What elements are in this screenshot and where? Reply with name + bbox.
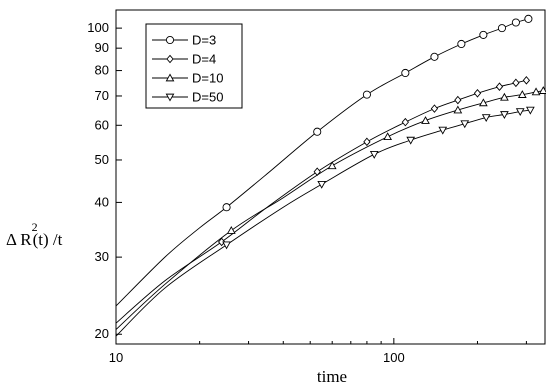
data-point bbox=[317, 180, 327, 189]
data-point bbox=[430, 52, 439, 61]
legend-label: D=4 bbox=[192, 52, 216, 67]
legend-item: D=10 bbox=[152, 71, 223, 86]
data-point bbox=[430, 104, 439, 113]
legend-box bbox=[145, 23, 243, 109]
x-axis-label: time bbox=[317, 367, 347, 386]
y-axis-label-pre: Δ R bbox=[6, 230, 32, 249]
data-point bbox=[517, 90, 527, 98]
series-d-3 bbox=[115, 14, 533, 307]
y-axis-label-post: (t) /t bbox=[33, 230, 63, 249]
data-point bbox=[363, 137, 371, 147]
y-tick-label: 20 bbox=[95, 326, 109, 341]
legend-label: D=10 bbox=[192, 71, 223, 86]
legend-items: D=3 D=4 D=10 D=50 bbox=[152, 33, 223, 105]
data-point bbox=[512, 78, 520, 88]
legend-item: D=3 bbox=[152, 33, 216, 48]
series-d-4 bbox=[115, 76, 531, 324]
data-point bbox=[511, 18, 520, 27]
y-tick-label: 80 bbox=[95, 63, 109, 78]
data-point bbox=[226, 226, 236, 234]
series-d-10 bbox=[115, 86, 546, 330]
data-point bbox=[383, 132, 393, 141]
y-tick-label: 40 bbox=[95, 194, 109, 209]
data-point bbox=[473, 88, 482, 98]
data-point bbox=[538, 86, 546, 94]
data-point bbox=[500, 92, 509, 101]
y-tick-label: 60 bbox=[95, 117, 109, 132]
legend-marker bbox=[166, 54, 174, 64]
y-tick-label: 50 bbox=[95, 152, 109, 167]
data-point bbox=[401, 68, 410, 78]
data-point bbox=[453, 105, 463, 114]
data-point bbox=[362, 90, 371, 99]
y-axis-label: Δ R2 (t) /t bbox=[6, 220, 63, 249]
data-point bbox=[438, 126, 448, 135]
axis-ticks: 10 100 20 30 40 50 60 70 80 90 100 bbox=[87, 20, 527, 365]
y-tick-label: 90 bbox=[95, 40, 109, 55]
data-point bbox=[457, 39, 466, 49]
y-tick-label: 30 bbox=[95, 249, 109, 264]
data-point bbox=[500, 111, 509, 120]
data-point bbox=[313, 127, 322, 136]
x-tick-label: 10 bbox=[109, 350, 123, 365]
legend-marker bbox=[165, 93, 175, 102]
data-point bbox=[495, 82, 504, 91]
data-point bbox=[481, 114, 491, 123]
data-point bbox=[222, 203, 231, 212]
data-point bbox=[217, 237, 226, 247]
data-point bbox=[421, 116, 430, 124]
y-tick-label: 70 bbox=[95, 88, 109, 103]
data-point bbox=[478, 98, 488, 107]
data-point bbox=[460, 120, 470, 129]
x-tick-label: 100 bbox=[383, 350, 405, 365]
series-d-50 bbox=[115, 106, 535, 337]
series-layer bbox=[115, 14, 546, 337]
data-point bbox=[522, 76, 531, 85]
y-tick-label: 100 bbox=[87, 20, 109, 35]
data-point bbox=[327, 161, 337, 170]
legend-label: D=50 bbox=[192, 90, 223, 105]
data-point bbox=[524, 14, 533, 23]
data-point bbox=[454, 95, 462, 105]
legend-marker bbox=[165, 73, 175, 82]
legend-marker bbox=[165, 35, 175, 45]
data-point bbox=[479, 30, 488, 39]
legend: D=3 D=4 D=10 D=50 bbox=[145, 23, 243, 109]
data-point bbox=[525, 106, 535, 115]
data-point bbox=[401, 117, 409, 127]
legend-item: D=50 bbox=[152, 90, 223, 105]
legend-label: D=3 bbox=[192, 33, 216, 48]
y-axis-label-exponent: 2 bbox=[32, 220, 38, 234]
data-point bbox=[531, 87, 541, 96]
data-point bbox=[222, 241, 231, 250]
data-point bbox=[369, 151, 379, 159]
data-point bbox=[406, 136, 416, 145]
data-point bbox=[497, 24, 507, 33]
data-point bbox=[515, 108, 525, 117]
legend-item: D=4 bbox=[152, 52, 216, 67]
